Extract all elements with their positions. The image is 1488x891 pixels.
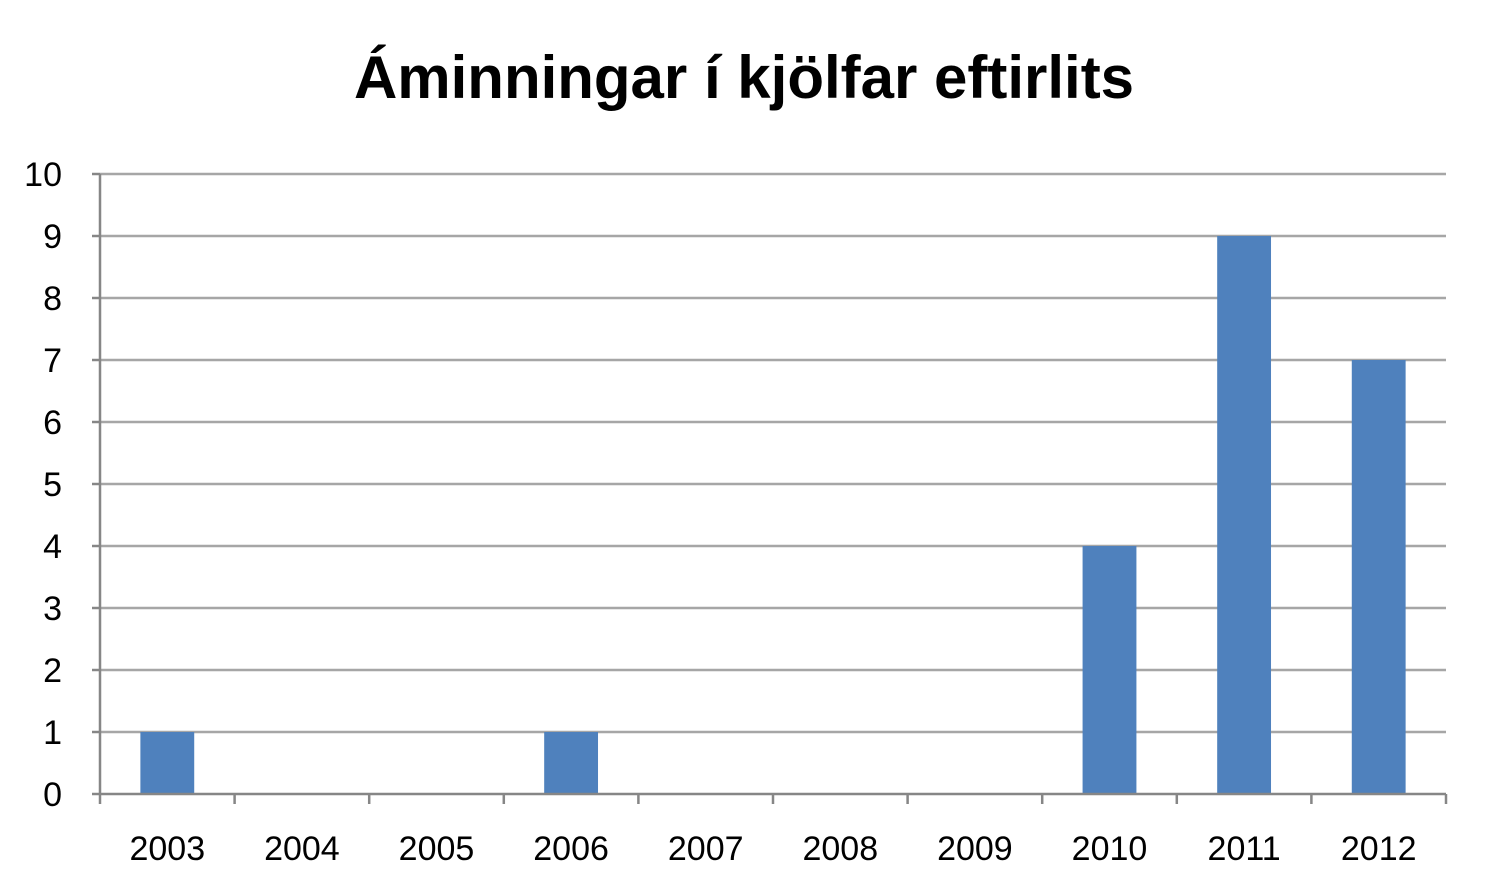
x-tick-label: 2003	[129, 830, 205, 868]
chart-title: Áminningar í kjölfar eftirlits	[353, 44, 1135, 111]
x-tick-label: 2007	[668, 830, 744, 868]
bar-2006	[544, 732, 599, 794]
y-tick-labels: 0 1 2 3 4 5 6 7 8 9 10	[24, 156, 62, 814]
x-tick-labels: 2003 2004 2005 2006 2007 2008 2009 2010 2011 2012	[129, 830, 1416, 868]
y-tick-label: 3	[43, 590, 62, 628]
y-tick-label: 9	[43, 218, 62, 256]
y-tick-label: 0	[43, 776, 62, 814]
bar-2012	[1351, 360, 1406, 794]
y-tick-label: 2	[43, 652, 62, 690]
x-tick-label: 2008	[802, 830, 878, 868]
x-tick-label: 2004	[264, 830, 340, 868]
y-tick-label: 5	[43, 466, 62, 504]
x-tick-label: 2009	[937, 830, 1013, 868]
x-tick-label: 2005	[399, 830, 475, 868]
y-tick-label: 4	[43, 528, 62, 566]
x-tick-label: 2011	[1208, 830, 1281, 868]
bars	[140, 236, 1406, 794]
bar-2003	[140, 732, 195, 794]
bar-2011	[1217, 236, 1272, 794]
y-tick-label: 6	[43, 404, 62, 442]
x-tick-label: 2012	[1341, 830, 1417, 868]
x-tick-label: 2006	[533, 830, 609, 868]
y-tick-label: 10	[24, 156, 62, 194]
axes	[92, 172, 1448, 804]
y-tick-label: 1	[43, 714, 62, 752]
x-tick-label: 2010	[1072, 830, 1148, 868]
y-tick-label: 7	[43, 342, 62, 380]
y-tick-label: 8	[43, 280, 62, 318]
bar-2010	[1082, 546, 1137, 794]
